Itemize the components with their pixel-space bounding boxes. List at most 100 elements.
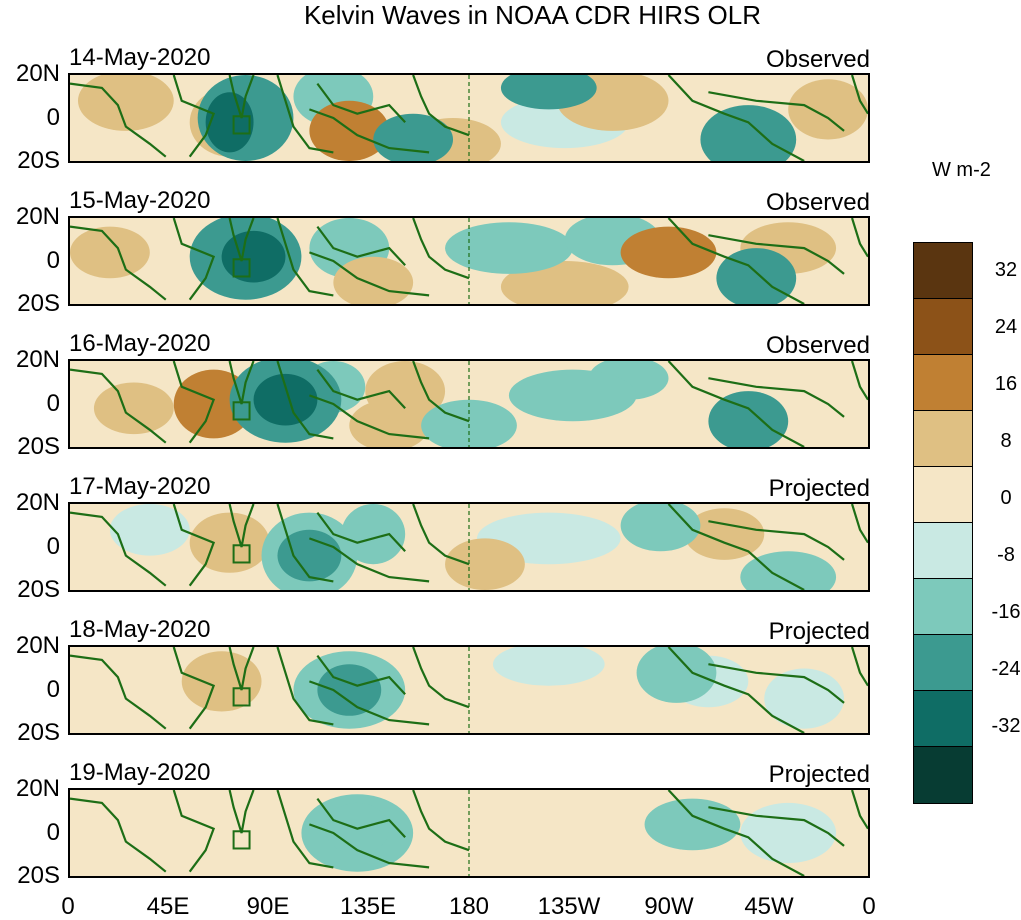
lon-tick-label: 180: [448, 893, 490, 920]
anomaly-patch: [189, 790, 270, 851]
colorbar-swatch: [914, 467, 972, 523]
coastline: [667, 504, 805, 590]
anomaly-patch: [684, 508, 765, 560]
anomaly-patch: [221, 230, 286, 283]
lon-tick-label: 45E: [146, 893, 190, 920]
anomaly-patch: [189, 512, 270, 573]
coastline: [70, 654, 167, 730]
anomaly-patch: [389, 647, 469, 699]
coastline: [667, 75, 805, 161]
coastline: [316, 368, 406, 410]
coastline: [172, 361, 216, 444]
colorbar-level-label: 24: [994, 316, 1018, 338]
coastline: [850, 647, 868, 687]
coastline: [316, 82, 406, 124]
coastline: [309, 680, 430, 726]
colorbar-level-label: 32: [994, 259, 1018, 281]
panel-status-label: Observed: [765, 332, 870, 359]
olr-map-panel: [68, 645, 870, 735]
colorbar-swatch: [914, 411, 972, 467]
olr-anomaly-map: [70, 790, 868, 876]
anomaly-patch: [341, 504, 406, 565]
coastline: [309, 394, 430, 440]
lat-label-south: 20S: [17, 576, 60, 603]
lon-tick-label: 0: [61, 893, 75, 920]
anomaly-patch: [636, 647, 717, 703]
coastline: [276, 361, 334, 440]
colorbar-swatch: [914, 299, 972, 355]
lat-label-equator: 0: [46, 247, 60, 274]
figure-title: Kelvin Waves in NOAA CDR HIRS OLR: [303, 0, 762, 30]
coastline: [667, 647, 805, 733]
colorbar-swatch: [914, 243, 972, 299]
anomaly-patch: [317, 664, 382, 716]
region-box: [232, 115, 251, 135]
olr-anomaly-map: [70, 75, 868, 161]
coastline: [708, 91, 845, 132]
coastline: [850, 75, 868, 115]
coastline: [316, 654, 406, 696]
colorbar-swatch: [914, 523, 972, 579]
coastline: [70, 225, 167, 301]
coastline: [412, 361, 470, 423]
lat-label-equator: 0: [46, 104, 60, 131]
region-box: [232, 830, 251, 850]
olr-anomaly-map: [70, 218, 868, 304]
anomaly-patch: [181, 651, 262, 712]
lon-tick-label: 90W: [644, 893, 694, 920]
colorbar-level-label: -32: [991, 715, 1021, 737]
anomaly-patch: [644, 798, 741, 851]
region-box: [232, 687, 251, 707]
anomaly-patch: [365, 361, 446, 422]
lon-tick-label: 0: [862, 893, 876, 920]
anomaly-patch: [109, 504, 190, 556]
lon-tick-label: 135E: [339, 893, 397, 920]
lat-label-north: 20N: [15, 60, 60, 87]
anomaly-patch: [70, 226, 150, 279]
lon-tick-label: 90E: [246, 893, 290, 920]
coastline: [228, 790, 255, 834]
lat-label-north: 20N: [15, 346, 60, 373]
anomaly-patch: [445, 222, 573, 274]
panel-date-label: 17-May-2020: [69, 473, 211, 500]
coastline: [276, 75, 334, 154]
coastline: [708, 377, 845, 418]
anomaly-patch: [708, 391, 789, 447]
coastline: [276, 790, 334, 869]
coastline: [316, 797, 406, 839]
olr-map-panel: [68, 788, 870, 878]
panel-date-label: 16-May-2020: [69, 330, 211, 357]
colorbar-swatch: [914, 579, 972, 635]
region-box: [232, 401, 251, 421]
coastline: [276, 218, 334, 297]
anomaly-patch: [469, 802, 629, 864]
coastline: [228, 504, 255, 548]
anomaly-patch: [253, 373, 318, 426]
coastline: [70, 82, 167, 158]
olr-map-panel: [68, 502, 870, 592]
coastline: [70, 368, 167, 444]
lat-label-equator: 0: [46, 819, 60, 846]
coastline: [172, 647, 216, 730]
olr-map-panel: [68, 73, 870, 163]
colorbar-swatch: [914, 355, 972, 411]
coastline: [228, 647, 255, 691]
coastline: [708, 806, 845, 847]
colorbar-swatch: [914, 747, 972, 803]
olr-anomaly-map: [70, 647, 868, 733]
anomaly-patch: [205, 92, 254, 153]
lat-label-south: 20S: [17, 862, 60, 889]
anomaly-patch: [620, 226, 717, 279]
coastline: [309, 108, 430, 154]
region-box: [232, 258, 251, 278]
anomaly-patch: [764, 668, 845, 729]
anomaly-patch: [700, 105, 797, 161]
anomaly-patch: [508, 369, 637, 422]
colorbar-units: W m-2: [932, 159, 991, 181]
coastline: [412, 504, 470, 566]
lat-label-south: 20S: [17, 147, 60, 174]
anomaly-patch: [788, 79, 868, 140]
anomaly-patch: [740, 802, 837, 864]
coastline: [228, 218, 255, 262]
anomaly-patch: [93, 382, 174, 435]
